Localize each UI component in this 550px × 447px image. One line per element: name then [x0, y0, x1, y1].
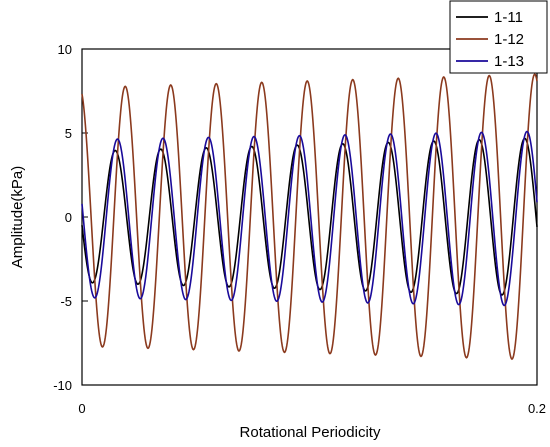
series-line-1-12 [81, 73, 538, 361]
x-tick-label: 0.2 [528, 401, 546, 416]
legend-label: 1-13 [494, 53, 524, 70]
x-axis: 0 0.2 [78, 379, 546, 416]
y-tick-label: 10 [58, 42, 72, 57]
legend-label: 1-12 [494, 31, 524, 48]
x-tick-label: 0 [78, 401, 85, 416]
y-axis-title: Amplitude(kPa) [9, 166, 26, 269]
y-tick-label: 0 [65, 210, 72, 225]
legend-label: 1-11 [494, 9, 523, 26]
legend: 1-11 1-12 1-13 [449, 0, 548, 74]
y-tick-label: -10 [53, 378, 72, 393]
y-tick-label: -5 [60, 294, 72, 309]
x-axis-title: Rotational Periodicity [240, 424, 381, 441]
y-tick-label: 5 [65, 126, 72, 141]
y-axis: -10 -5 0 5 10 [53, 42, 88, 393]
series-line-1-11 [81, 137, 538, 296]
plot-frame [81, 48, 538, 386]
series-lines [81, 73, 538, 361]
series-line-1-13 [81, 130, 538, 307]
